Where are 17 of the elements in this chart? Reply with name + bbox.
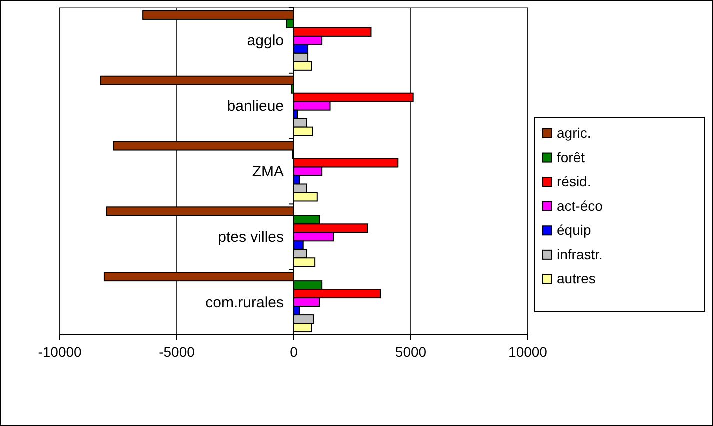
legend-label: agric.: [557, 125, 592, 141]
x-tick-label: -10000: [38, 344, 82, 360]
x-tick-label: -5000: [159, 344, 196, 360]
legend-label: autres: [557, 270, 596, 287]
x-tick-label: 10000: [508, 344, 548, 360]
legend-label: résid.: [557, 174, 592, 190]
x-tick-label: 5000: [395, 344, 427, 360]
legend-label: infrastr.: [557, 246, 603, 262]
legend-label: équip: [557, 222, 592, 238]
y-tick-label: ZMA: [252, 164, 284, 180]
x-tick-label: 0: [290, 344, 298, 360]
y-tick-label: ptes villes: [218, 228, 284, 246]
y-tick-label: banlieue: [227, 98, 284, 116]
y-tick-label: agglo: [247, 32, 284, 50]
legend-label: act-éco: [557, 198, 604, 214]
legend-label: forêt: [557, 149, 586, 166]
y-tick-label: com.rurales: [206, 294, 284, 312]
